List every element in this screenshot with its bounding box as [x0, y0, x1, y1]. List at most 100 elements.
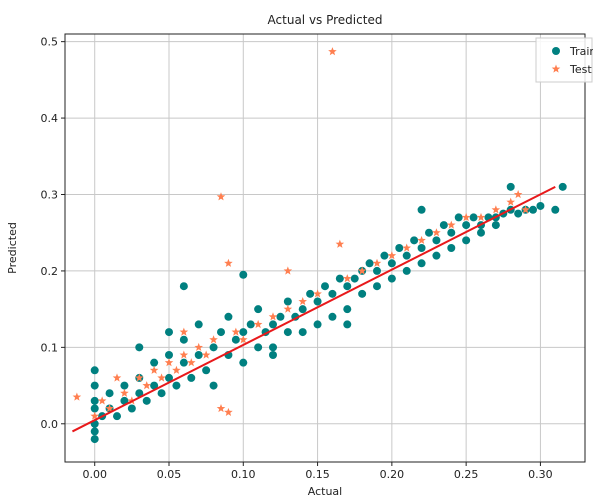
train-point	[90, 381, 99, 390]
legend-box	[535, 37, 593, 83]
train-point	[298, 305, 307, 314]
test-point	[283, 304, 293, 313]
y-tick-label: 0.0	[41, 418, 59, 431]
train-point	[373, 266, 381, 275]
test-point	[402, 243, 411, 252]
train-point	[246, 320, 255, 329]
train-point	[105, 389, 114, 398]
test-point	[506, 197, 515, 206]
train-point	[187, 373, 196, 382]
train-point	[157, 389, 166, 398]
train-point	[343, 320, 352, 329]
train-point	[209, 381, 218, 390]
test-point	[432, 228, 441, 237]
test-point	[513, 190, 523, 199]
series-train	[90, 182, 567, 444]
train-point	[179, 282, 188, 291]
test-point	[216, 192, 226, 201]
test-point	[283, 266, 293, 275]
train-point	[90, 435, 99, 444]
test-point	[90, 411, 99, 420]
train-point	[113, 412, 121, 421]
train-point	[254, 343, 263, 352]
train-point	[194, 351, 203, 359]
train-point	[269, 351, 277, 359]
train-point	[135, 389, 144, 398]
y-tick-label: 0.4	[41, 112, 59, 125]
train-point	[365, 259, 374, 268]
legend-test-label: Test	[569, 63, 592, 76]
train-point	[239, 328, 248, 337]
train-point	[165, 328, 173, 337]
train-point	[328, 289, 337, 298]
test-point	[112, 373, 122, 382]
test-point	[298, 297, 307, 306]
train-point	[387, 259, 396, 268]
test-point	[142, 381, 151, 390]
x-axis: 0.00 0.05 0.10 0.15 0.20 0.25 0.30	[82, 462, 553, 481]
train-point	[447, 244, 456, 252]
train-point	[120, 396, 129, 405]
train-point	[335, 274, 344, 283]
train-point	[477, 228, 485, 237]
train-point	[135, 343, 144, 352]
train-point	[402, 266, 411, 275]
test-point	[72, 392, 82, 401]
test-point	[239, 335, 248, 344]
train-point	[283, 328, 292, 337]
test-point	[521, 205, 530, 214]
x-tick-label: 0.10	[231, 468, 256, 481]
test-point	[120, 388, 129, 397]
train-point	[298, 328, 307, 337]
x-tick-label: 0.05	[157, 468, 182, 481]
train-point	[321, 282, 329, 291]
train-point	[239, 358, 248, 367]
train-point	[172, 381, 181, 390]
train-point	[425, 228, 433, 237]
grid	[65, 34, 585, 462]
train-point	[439, 221, 448, 230]
test-point	[476, 212, 486, 222]
train-point	[380, 251, 389, 260]
test-point	[268, 312, 278, 321]
train-point	[469, 213, 478, 222]
series-test	[72, 47, 530, 420]
train-point	[209, 343, 218, 352]
test-point	[216, 404, 226, 413]
train-point	[269, 320, 277, 329]
test-point	[372, 258, 382, 267]
train-point	[150, 381, 159, 390]
train-point	[395, 244, 404, 252]
series-layer	[72, 47, 567, 444]
train-point	[402, 251, 411, 260]
train-point	[194, 320, 203, 329]
y-tick-label: 0.3	[41, 189, 59, 202]
train-point	[120, 381, 129, 390]
legend: Train Test	[535, 37, 593, 83]
train-point	[506, 182, 515, 191]
train-point	[373, 282, 381, 291]
train-point	[90, 396, 99, 405]
train-point	[417, 205, 426, 214]
train-point	[343, 282, 352, 291]
train-point	[417, 259, 426, 268]
train-point	[447, 228, 456, 237]
train-point	[313, 320, 322, 329]
test-point	[447, 220, 456, 229]
x-tick-label: 0.30	[528, 468, 553, 481]
y-axis: 0.0 0.1 0.2 0.3 0.4 0.5	[41, 36, 65, 431]
train-point	[410, 236, 419, 245]
train-point	[224, 312, 233, 321]
y-tick-label: 0.5	[41, 36, 59, 49]
train-point	[90, 427, 99, 436]
train-point	[462, 221, 471, 230]
train-point	[202, 366, 211, 375]
test-point	[224, 258, 233, 267]
train-point	[387, 274, 396, 283]
train-point	[127, 404, 136, 413]
train-point	[231, 335, 240, 344]
test-point	[209, 335, 218, 344]
train-point	[150, 358, 159, 367]
train-point	[551, 205, 560, 214]
